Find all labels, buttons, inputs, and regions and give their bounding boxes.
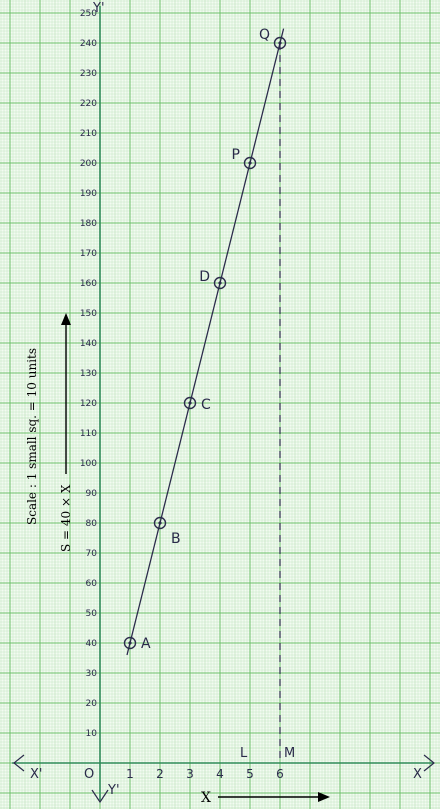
point-label: B [171,531,181,547]
data-point-ring [243,156,257,170]
foot-label-l: L [240,746,248,761]
data-point [158,521,162,525]
y-tick-label: 80 [86,519,98,529]
y-tick-label: 70 [86,549,98,559]
data-point [188,401,192,405]
data-point-ring [153,516,167,530]
point-label: Q [259,27,270,43]
y-tick-label: 20 [86,699,98,709]
y-tick-label: 220 [80,99,97,109]
axes [12,6,435,804]
x-tick-label: 6 [276,767,284,781]
point-label: P [232,147,240,163]
x-axis-label: X [201,790,211,806]
x-axis-arrow [218,792,330,802]
data-point [278,41,282,45]
axis-end-y-bottom: Y' [107,783,120,798]
x-axis-arrowhead-left [13,754,25,772]
data-point-ring [213,276,227,290]
x-tick-label: 1 [126,767,134,781]
y-tick-label: 240 [80,39,97,49]
tick-labels: 10 20 30 40 50 60 70 80 90 100 110 120 130 140 150 160 1… [80,9,284,781]
data-point [218,281,222,285]
y-tick-label: 110 [80,429,97,439]
y-tick-label: 50 [86,609,98,619]
scale-note: Scale : 1 small sq. = 10 units [25,348,39,525]
y-axis-arrowhead-bottom [91,789,109,804]
x-tick-label: 2 [156,767,164,781]
x-tick-label: 3 [186,767,194,781]
y-tick-label: 40 [86,639,98,649]
point-label: C [201,397,211,413]
y-tick-label: 30 [86,669,98,679]
axis-end-x-right: X [413,767,422,782]
y-tick-label: 100 [80,459,97,469]
axis-end-y-top: Y' [92,1,105,16]
point-label: A [141,636,151,652]
data-point-ring [123,636,137,650]
data-point-ring [273,36,287,50]
y-tick-label: 170 [80,249,97,259]
y-tick-label: 160 [80,279,97,289]
data-series: A B C D P Q [123,27,287,656]
y-tick-label: 140 [80,339,97,349]
y-tick-label: 230 [80,69,97,79]
axis-end-x-left: X' [30,767,42,782]
data-point [128,641,132,645]
y-tick-label: 210 [80,129,97,139]
foot-label-m: M [284,746,295,761]
y-tick-label: 180 [80,219,97,229]
y-tick-label: 130 [80,369,97,379]
x-axis-arrowhead-right [423,754,435,772]
y-tick-label: 10 [86,729,98,739]
data-point [248,161,252,165]
data-point-ring [183,396,197,410]
y-tick-label: 120 [80,399,97,409]
series-line [126,28,285,656]
x-tick-label: 4 [216,767,224,781]
y-axis-arrow [61,313,71,474]
y-tick-label: 190 [80,189,97,199]
y-tick-label: 250 [80,9,97,19]
y-axis-label: S = 40 × X [59,484,73,552]
origin-label: O [84,767,94,782]
point-label: D [199,269,210,285]
y-tick-label: 60 [86,579,98,589]
y-tick-label: 200 [80,159,97,169]
y-tick-label: 90 [86,489,98,499]
x-tick-label: 5 [246,767,254,781]
y-tick-label: 150 [80,309,97,319]
